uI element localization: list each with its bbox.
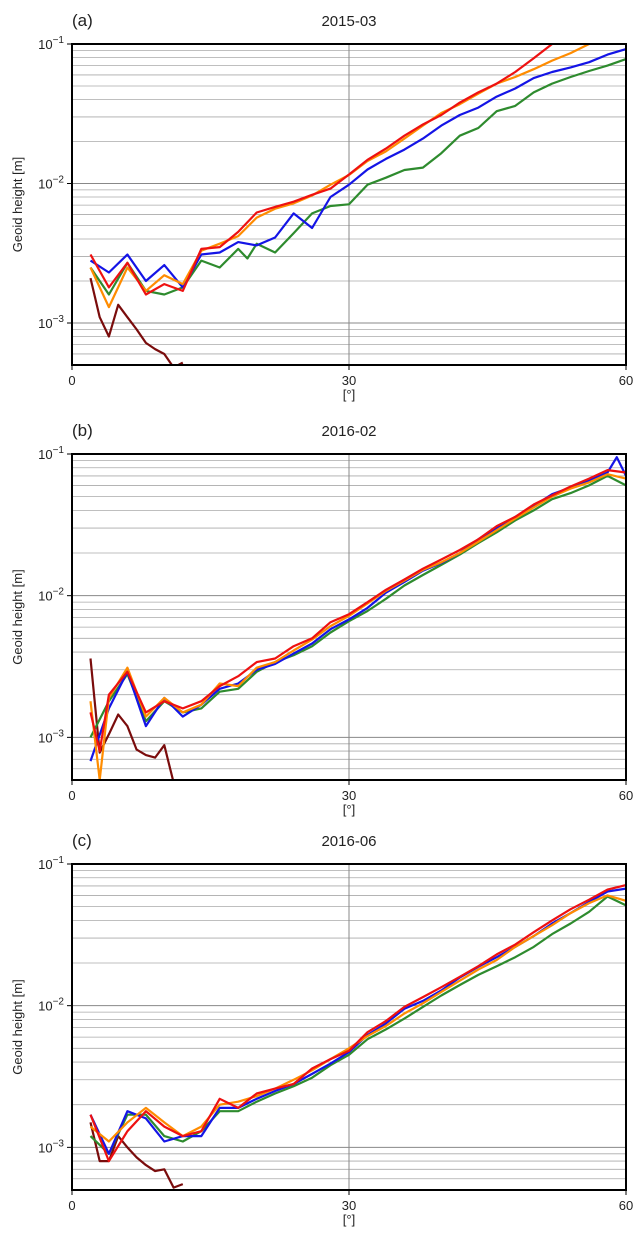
y-tick-base: 10: [38, 447, 52, 462]
series-line-1: [89, 1122, 184, 1189]
series-line-4: [89, 44, 590, 309]
y-tick-base: 10: [38, 730, 52, 745]
y-tick-exponent: −1: [53, 855, 65, 866]
y-tick-label: 10−3: [38, 728, 64, 745]
y-tick-exponent: −1: [53, 445, 65, 456]
y-axis-label: Geoid height [m]: [10, 157, 25, 252]
panel-label: (a): [72, 11, 93, 30]
y-tick-exponent: −2: [53, 997, 65, 1008]
y-tick-base: 10: [38, 857, 52, 872]
x-tick-label: 60: [619, 788, 633, 803]
y-tick-base: 10: [38, 589, 52, 604]
panel-label: (b): [72, 421, 93, 440]
x-axis-label: [°]: [343, 802, 355, 817]
series-line-5: [89, 44, 553, 296]
y-tick-base: 10: [38, 177, 52, 192]
y-tick-base: 10: [38, 1140, 52, 1155]
series-line-5: [89, 884, 626, 1163]
panel-title: 2016-06: [321, 833, 376, 850]
y-tick-label: 10−3: [38, 314, 64, 331]
panel-label: (c): [72, 831, 92, 850]
y-tick-label: 10−1: [38, 35, 64, 52]
y-tick-exponent: −3: [53, 1138, 65, 1149]
y-tick-label: 10−3: [38, 1138, 64, 1155]
y-tick-exponent: −2: [53, 175, 65, 186]
x-tick-label: 30: [342, 373, 356, 388]
y-axis-label: Geoid height [m]: [10, 979, 25, 1074]
y-tick-label: 10−2: [38, 587, 64, 604]
y-tick-exponent: −1: [53, 35, 65, 46]
panel-title: 2015-03: [321, 13, 376, 30]
y-axis-label: Geoid height [m]: [10, 569, 25, 664]
y-tick-base: 10: [38, 999, 52, 1014]
y-tick-base: 10: [38, 316, 52, 331]
x-tick-label: 60: [619, 1198, 633, 1213]
series-line-1: [89, 277, 184, 365]
y-tick-exponent: −3: [53, 314, 65, 325]
y-tick-label: 10−2: [38, 997, 64, 1014]
y-tick-label: 10−1: [38, 855, 64, 872]
y-tick-label: 10−2: [38, 175, 64, 192]
x-axis-label: [°]: [343, 1212, 355, 1227]
x-tick-label: 0: [68, 373, 75, 388]
series-line-4: [89, 473, 626, 780]
y-tick-exponent: −3: [53, 728, 65, 739]
x-tick-label: 0: [68, 788, 75, 803]
y-tick-exponent: −2: [53, 587, 65, 598]
y-tick-label: 10−1: [38, 445, 64, 462]
x-tick-label: 60: [619, 373, 633, 388]
series-line-5: [89, 469, 626, 753]
series-line-1: [89, 658, 175, 780]
series-line-2: [89, 895, 626, 1155]
x-tick-label: 30: [342, 788, 356, 803]
x-tick-label: 0: [68, 1198, 75, 1213]
x-tick-label: 30: [342, 1198, 356, 1213]
panel-title: 2016-02: [321, 423, 376, 440]
y-tick-base: 10: [38, 37, 52, 52]
x-axis-label: [°]: [343, 387, 355, 402]
series-line-2: [89, 474, 626, 738]
